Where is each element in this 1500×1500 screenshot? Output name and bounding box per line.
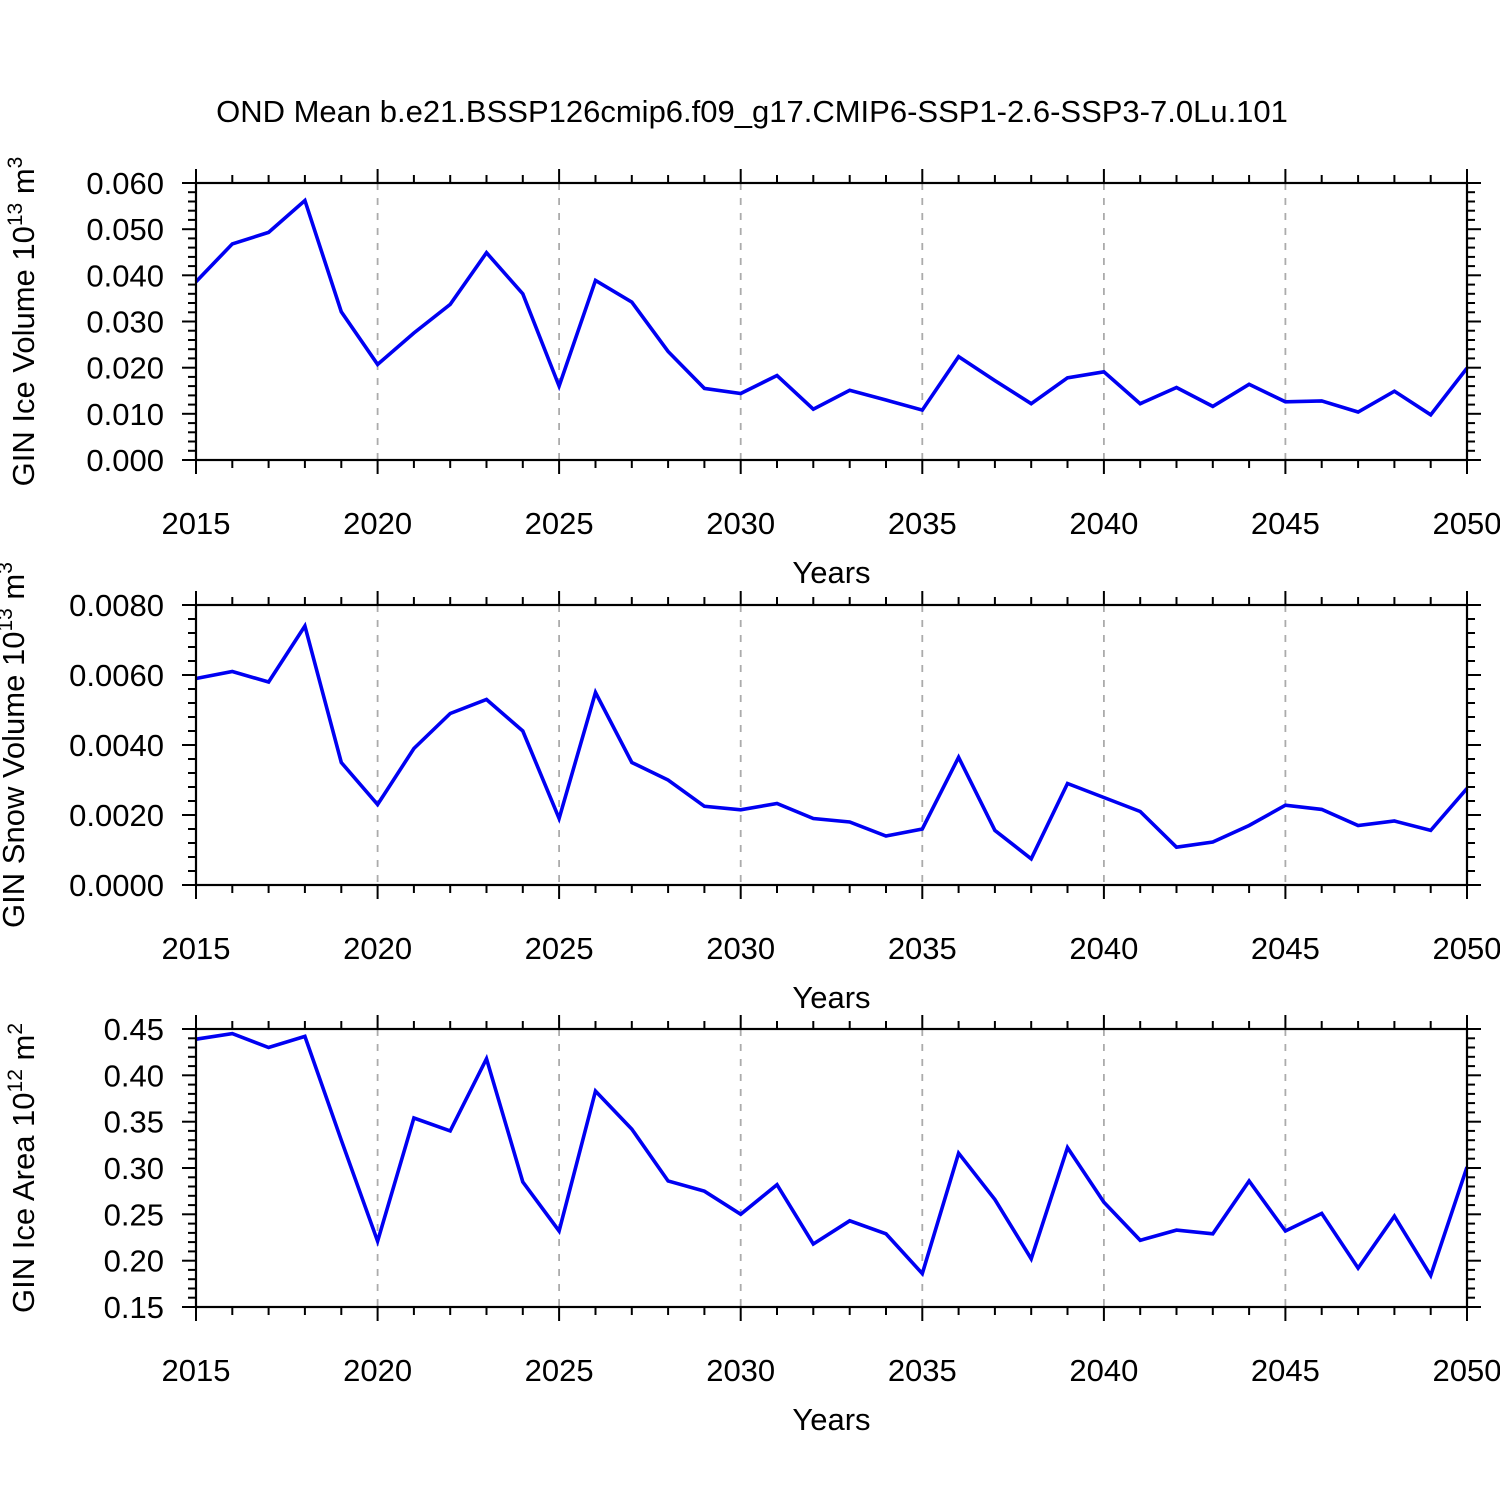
x-tick-label: 2030 bbox=[706, 506, 775, 541]
panel-gin-ice-area: 0.15 0.20 0.25 0.30 0.35 0.40 0.45 2015 2020 2025… bbox=[4, 1012, 1500, 1437]
x-tick-label: 2040 bbox=[1069, 931, 1138, 966]
x-tick-label: 2025 bbox=[525, 931, 594, 966]
series-line-gin-ice-area bbox=[195, 1031, 1469, 1280]
x-axis-title: Years bbox=[792, 980, 870, 1015]
axis-ticks bbox=[182, 1015, 1481, 1321]
y-tick-label: 0.35 bbox=[104, 1105, 164, 1140]
x-tick-label: 2030 bbox=[706, 1353, 775, 1388]
y-tick-label: 0.25 bbox=[104, 1197, 164, 1232]
axis-ticks bbox=[182, 591, 1481, 899]
y-tick-label: 0.20 bbox=[104, 1244, 164, 1279]
y-tick-label: 0.40 bbox=[104, 1058, 164, 1093]
x-tick-label: 2020 bbox=[343, 506, 412, 541]
x-tick-label: 2015 bbox=[162, 1353, 231, 1388]
x-tick-label: 2035 bbox=[888, 506, 957, 541]
plot-frame bbox=[194, 1027, 1469, 1309]
x-tick-label: 2045 bbox=[1251, 931, 1320, 966]
y-tick-label: 0.0060 bbox=[69, 658, 164, 693]
plot-frame bbox=[194, 603, 1469, 887]
x-tick-label: 2045 bbox=[1251, 1353, 1320, 1388]
y-tick-label: 0.0040 bbox=[69, 728, 164, 763]
x-tick-label: 2045 bbox=[1251, 506, 1320, 541]
y-tick-label: 0.45 bbox=[104, 1012, 164, 1047]
y-axis-title: GIN Ice Area 1012 m2 bbox=[4, 1023, 41, 1313]
x-tick-label: 2040 bbox=[1069, 506, 1138, 541]
x-gridlines bbox=[376, 1029, 1287, 1307]
x-gridlines bbox=[376, 605, 1287, 885]
y-tick-label: 0.050 bbox=[86, 212, 164, 247]
y-axis-title: GIN Snow Volume 1013 m3 bbox=[0, 562, 31, 928]
panel-gin-snow-volume: 0.0000 0.0020 0.0040 0.0060 0.0080 2015 2020 20… bbox=[0, 562, 1500, 1015]
series-line-gin-ice-volume bbox=[194, 197, 1469, 418]
x-tick-label: 2050 bbox=[1433, 506, 1500, 541]
axis-ticks bbox=[182, 169, 1481, 474]
x-tick-label: 2025 bbox=[525, 1353, 594, 1388]
series-line-gin-snow-volume bbox=[195, 621, 1469, 862]
y-tick-label: 0.010 bbox=[86, 397, 164, 432]
x-tick-label: 2050 bbox=[1433, 1353, 1500, 1388]
x-tick-label: 2020 bbox=[343, 1353, 412, 1388]
y-tick-label: 0.0000 bbox=[69, 868, 164, 903]
y-axis-title: GIN Ice Volume 1013 m3 bbox=[4, 157, 41, 487]
panels-root: 0.000 0.010 0.020 0.030 0.040 0.050 0.060 2015 2… bbox=[0, 157, 1500, 1437]
y-tick-label: 0.030 bbox=[86, 305, 164, 340]
x-tick-label: 2020 bbox=[343, 931, 412, 966]
panel-gin-ice-volume: 0.000 0.010 0.020 0.030 0.040 0.050 0.060 2015 2… bbox=[4, 157, 1500, 590]
x-tick-label: 2025 bbox=[525, 506, 594, 541]
x-tick-label: 2050 bbox=[1433, 931, 1500, 966]
plot-frame bbox=[194, 181, 1469, 462]
y-tick-label: 0.040 bbox=[86, 258, 164, 293]
y-tick-label: 0.30 bbox=[104, 1151, 164, 1186]
y-tick-label: 0.15 bbox=[104, 1290, 164, 1325]
x-gridlines bbox=[376, 183, 1287, 460]
y-tick-label: 0.020 bbox=[86, 351, 164, 386]
x-tick-label: 2030 bbox=[706, 931, 775, 966]
x-tick-label: 2035 bbox=[888, 931, 957, 966]
chart-title: OND Mean b.e21.BSSP126cmip6.f09_g17.CMIP… bbox=[216, 94, 1288, 129]
y-tick-label: 0.0080 bbox=[69, 588, 164, 623]
y-tick-label: 0.000 bbox=[86, 443, 164, 478]
x-tick-label: 2035 bbox=[888, 1353, 957, 1388]
x-axis-title: Years bbox=[792, 555, 870, 590]
y-tick-label: 0.060 bbox=[86, 166, 164, 201]
x-tick-label: 2040 bbox=[1069, 1353, 1138, 1388]
x-axis-title: Years bbox=[792, 1402, 870, 1437]
x-tick-label: 2015 bbox=[162, 931, 231, 966]
x-tick-label: 2015 bbox=[162, 506, 231, 541]
y-tick-label: 0.0020 bbox=[69, 798, 164, 833]
